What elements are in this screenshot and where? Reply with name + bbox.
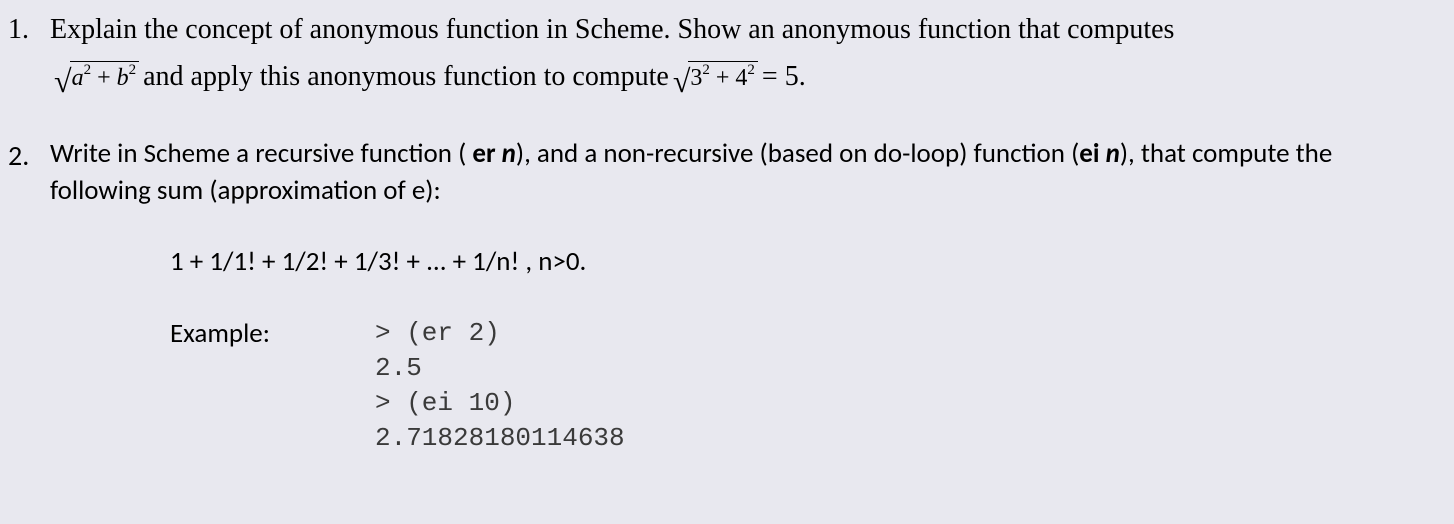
example-label: Example: xyxy=(170,316,375,456)
radical-icon: √ xyxy=(673,65,691,97)
sqrt-expression-1: √ a2 + b2 xyxy=(54,61,139,93)
question-2-body: Write in Scheme a recursive function ( e… xyxy=(50,136,1439,456)
question-1-body: Explain the concept of anonymous functio… xyxy=(50,10,1439,96)
q1-mid-text: and apply this anonymous function to com… xyxy=(143,57,669,96)
q2-prompt: Write in Scheme a recursive function ( e… xyxy=(50,136,1439,209)
num-3: 3 xyxy=(690,65,702,91)
q1-line1: Explain the concept of anonymous functio… xyxy=(50,10,1439,49)
fn-er: er xyxy=(466,137,495,170)
var-a: a xyxy=(72,65,84,91)
sqrt-expression-2: √ 32 + 42 xyxy=(673,61,758,93)
fn-er-arg: n xyxy=(496,137,516,170)
q2-text-a: Write in Scheme a recursive function ( xyxy=(50,137,466,170)
var-b: b xyxy=(117,65,129,91)
example-code: > (er 2) 2.5 > (ei 10) 2.71828180114638 xyxy=(375,316,625,456)
code-line-4: 2.71828180114638 xyxy=(375,423,625,453)
plus-1: + xyxy=(91,65,117,91)
fn-ei: ei xyxy=(1079,137,1099,170)
fn-ei-arg: n xyxy=(1100,137,1120,170)
q2-example: Example: > (er 2) 2.5 > (ei 10) 2.718281… xyxy=(170,316,1439,456)
sqrt-content-2: 32 + 42 xyxy=(688,61,758,93)
plus-2: + xyxy=(710,65,736,91)
question-2: 2. Write in Scheme a recursive function … xyxy=(0,111,1454,471)
eq-5: = 5 xyxy=(762,57,799,96)
question-1: 1. Explain the concept of anonymous func… xyxy=(0,0,1454,111)
question-1-number: 1. xyxy=(8,10,50,96)
code-line-2: 2.5 xyxy=(375,353,422,383)
q2-text-b: ), and a non-recursive (based on do-loop… xyxy=(516,137,1079,170)
q1-period: . xyxy=(799,57,806,96)
code-line-1: > (er 2) xyxy=(375,318,500,348)
q2-formula: 1 + 1/1! + 1/2! + 1/3! + ... + 1/n! , n>… xyxy=(170,244,1439,280)
sqrt-content-1: a2 + b2 xyxy=(70,61,140,93)
code-line-3: > (ei 10) xyxy=(375,388,515,418)
radical-icon: √ xyxy=(54,65,72,97)
q1-line2: √ a2 + b2 and apply this anonymous funct… xyxy=(50,57,1439,96)
num-4: 4 xyxy=(735,65,747,91)
question-2-number: 2. xyxy=(8,136,50,456)
